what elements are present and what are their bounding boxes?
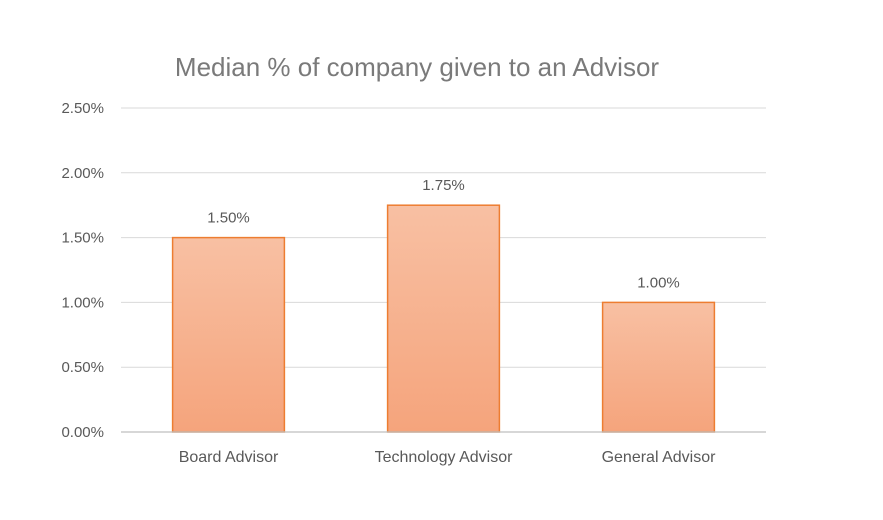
y-tick-label: 1.00% xyxy=(61,294,104,311)
data-label: 1.75% xyxy=(422,177,465,194)
x-axis-category-labels: Board Advisor Technology Advisor General A… xyxy=(179,449,716,466)
x-category-label: Board Advisor xyxy=(179,449,279,466)
bars xyxy=(171,204,716,433)
data-label: 1.00% xyxy=(637,274,680,291)
x-category-label: General Advisor xyxy=(602,449,717,466)
x-category-label: Technology Advisor xyxy=(375,449,514,466)
bar xyxy=(601,301,716,433)
y-tick-label: 1.50% xyxy=(61,230,104,247)
y-tick-label: 2.50% xyxy=(61,100,104,117)
bar xyxy=(386,204,501,433)
y-axis-tick-labels: 0.00% 0.50% 1.00% 1.50% 2.00% 2.50% xyxy=(61,100,104,441)
chart-title: Median % of company given to an Advisor xyxy=(175,52,660,82)
y-tick-label: 0.00% xyxy=(61,424,104,441)
bar xyxy=(171,236,286,433)
data-label: 1.50% xyxy=(207,210,250,227)
y-tick-label: 0.50% xyxy=(61,359,104,376)
y-tick-label: 2.00% xyxy=(61,165,104,182)
data-labels: 1.50% 1.75% 1.00% xyxy=(207,177,680,291)
